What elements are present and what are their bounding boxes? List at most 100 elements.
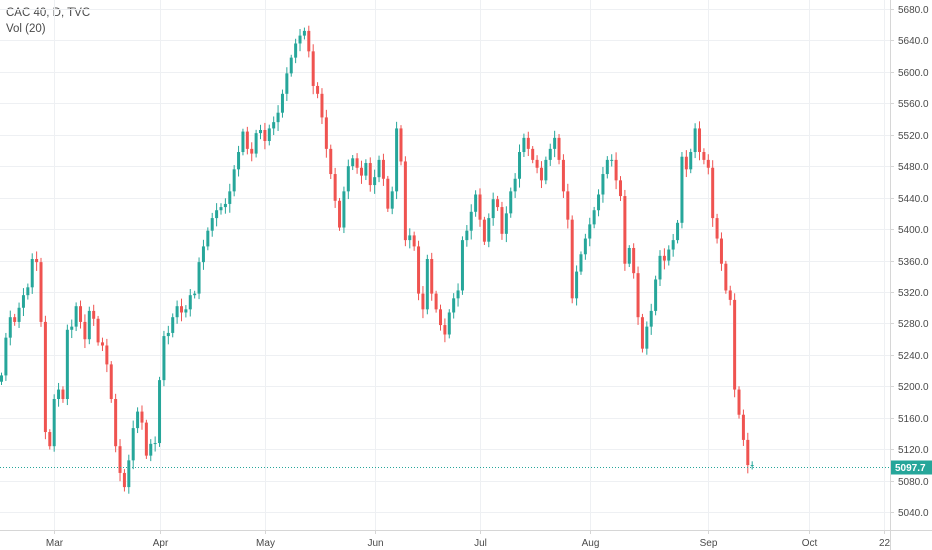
- candle-body: [65, 329, 69, 400]
- x-tick-label: Jul: [474, 538, 487, 549]
- candle-body: [153, 443, 157, 445]
- grid: [0, 0, 890, 530]
- candle-body: [671, 240, 675, 250]
- candle-body: [395, 128, 399, 192]
- candle-body: [728, 290, 732, 300]
- candle-body: [276, 112, 280, 123]
- candle-body: [487, 218, 491, 242]
- candle-body: [364, 163, 368, 176]
- candle-body: [500, 207, 504, 234]
- y-tick-label: 5680.0: [898, 5, 929, 16]
- candle-body: [79, 306, 83, 322]
- candle-body: [737, 389, 741, 415]
- candle-body: [87, 310, 91, 340]
- y-tick-label: 5240.0: [898, 351, 929, 362]
- candle-body: [504, 213, 508, 234]
- candle-body: [399, 128, 403, 162]
- y-tick-label: 5480.0: [898, 162, 929, 173]
- candle-body: [184, 309, 188, 313]
- candle-body: [320, 93, 324, 118]
- candle-body: [439, 309, 442, 326]
- candle-body: [465, 230, 469, 241]
- candle-body: [522, 137, 526, 153]
- candle-body: [333, 174, 337, 201]
- candle-body: [43, 321, 47, 433]
- candle-body: [548, 148, 552, 160]
- candle-body: [307, 30, 311, 52]
- candle-body: [702, 152, 706, 160]
- volume-indicator-label[interactable]: Vol (20): [6, 23, 46, 35]
- candle-body: [0, 375, 3, 382]
- candle-body: [623, 196, 627, 264]
- candle-body: [127, 460, 131, 488]
- candle-body: [359, 167, 363, 176]
- candle-body: [70, 326, 74, 330]
- candle-body: [741, 414, 745, 440]
- candle-body: [285, 73, 289, 94]
- candle-body: [267, 128, 271, 142]
- candle-body: [302, 30, 306, 36]
- candle-body: [456, 290, 460, 299]
- candle-body: [8, 317, 12, 338]
- candle-body: [566, 191, 570, 220]
- candle-body: [149, 443, 153, 456]
- candle-body: [496, 199, 500, 208]
- candle-body: [136, 411, 140, 429]
- y-tick-label: 5600.0: [898, 68, 929, 79]
- candle-body: [447, 312, 451, 335]
- candle-body: [557, 137, 561, 160]
- last-price-label: 5097.7: [895, 463, 926, 474]
- y-tick-label: 5320.0: [898, 288, 929, 299]
- candle-body: [92, 310, 96, 319]
- candle-body: [26, 287, 30, 296]
- candle-body: [403, 161, 407, 241]
- candle-body: [597, 194, 601, 211]
- candle-body: [719, 238, 723, 264]
- candle-body: [421, 293, 425, 310]
- candle-body: [241, 131, 245, 153]
- candle-body: [373, 177, 377, 186]
- candle-body: [223, 203, 227, 208]
- candle-body: [579, 254, 583, 272]
- candle-body: [338, 200, 342, 228]
- candle-body: [553, 137, 557, 149]
- candle-body: [469, 211, 473, 231]
- candle-body: [342, 191, 346, 228]
- candle-body: [144, 422, 148, 456]
- y-tick-label: 5120.0: [898, 445, 929, 456]
- candle-body: [250, 148, 254, 154]
- x-tick-label: May: [256, 538, 275, 549]
- candle-body: [368, 163, 372, 186]
- candle-body: [346, 166, 350, 192]
- candle-body: [535, 159, 539, 168]
- candle-body: [215, 210, 219, 219]
- y-tick-label: 5400.0: [898, 225, 929, 236]
- candle-body: [188, 295, 192, 310]
- candle-body: [491, 199, 495, 219]
- y-tick-label: 5440.0: [898, 194, 929, 205]
- candle-body: [381, 159, 385, 179]
- y-tick-label: 5080.0: [898, 477, 929, 488]
- candle-body: [17, 307, 21, 322]
- candle-body: [425, 258, 429, 310]
- candle-body: [715, 218, 719, 239]
- candle-body: [386, 178, 390, 209]
- candle-body: [417, 246, 421, 294]
- candle-body: [232, 169, 236, 192]
- candle-body: [228, 191, 232, 204]
- candle-body: [434, 293, 438, 310]
- candle-body: [412, 235, 416, 247]
- candle-body: [35, 258, 39, 263]
- candle-body: [750, 465, 754, 467]
- candle-body: [13, 317, 17, 322]
- candle-body: [118, 446, 122, 473]
- candle-body: [601, 174, 605, 195]
- y-tick-label: 5280.0: [898, 319, 929, 330]
- candle-body: [263, 129, 267, 142]
- candle-body: [237, 152, 241, 170]
- candle-body: [74, 306, 78, 327]
- candle-body: [166, 332, 170, 337]
- candle-body: [474, 194, 478, 212]
- candle-body: [96, 318, 100, 343]
